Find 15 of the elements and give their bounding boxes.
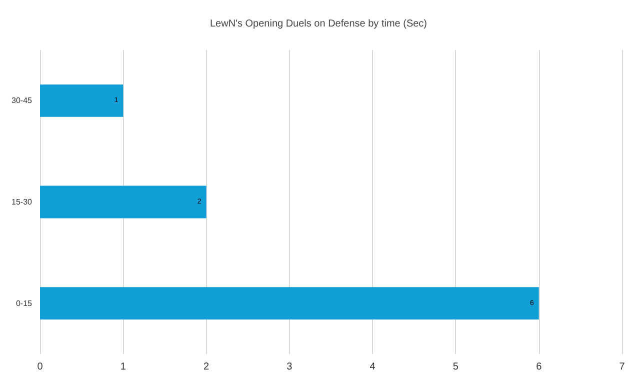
chart-title: LewN's Opening Duels on Defense by time (Sec) [210,18,428,30]
bar [40,186,206,218]
bar [40,287,539,320]
x-tick-label: 2 [204,362,210,372]
x-tick-label: 3 [286,362,293,372]
x-tick-label: 7 [619,362,626,372]
x-tick-label: 0 [37,362,44,372]
y-tick-label: 0-15 [16,298,33,308]
y-tick-label: 30-45 [12,96,33,106]
x-tick-label: 4 [370,362,376,372]
bar [40,84,124,117]
x-tick-label: 5 [452,362,459,372]
y-tick-label: 15-30 [12,198,33,206]
x-tick-label: 6 [536,362,542,372]
x-tick-label: 1 [120,362,126,372]
